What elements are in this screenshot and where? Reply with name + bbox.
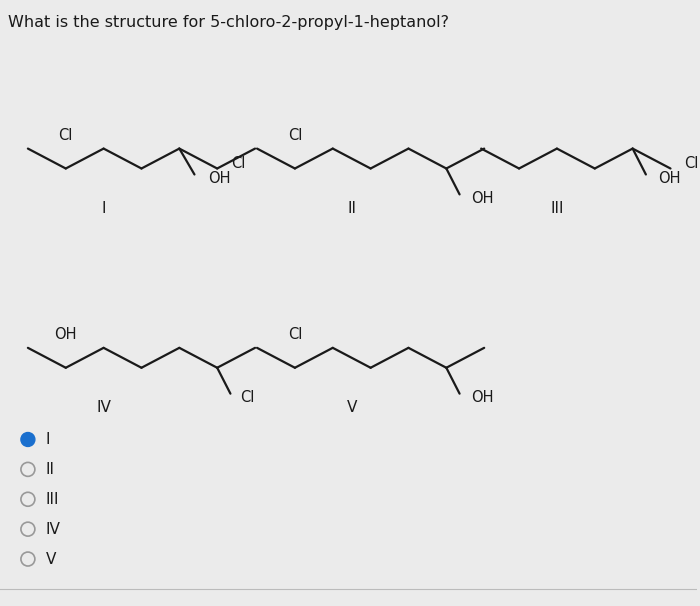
Circle shape: [21, 492, 35, 506]
Text: OH: OH: [209, 171, 231, 186]
Text: What is the structure for 5-chloro-2-propyl-1-heptanol?: What is the structure for 5-chloro-2-pro…: [8, 15, 449, 30]
Circle shape: [21, 433, 35, 447]
Text: III: III: [46, 491, 60, 507]
Text: V: V: [346, 400, 357, 415]
Circle shape: [21, 522, 35, 536]
Text: OH: OH: [55, 327, 77, 342]
Text: Cl: Cl: [59, 128, 73, 142]
Text: OH: OH: [472, 191, 494, 206]
Text: IV: IV: [96, 400, 111, 415]
Text: Cl: Cl: [288, 327, 302, 342]
Text: Cl: Cl: [685, 156, 699, 171]
Text: III: III: [550, 201, 564, 216]
Text: IV: IV: [46, 522, 61, 537]
Text: II: II: [46, 462, 55, 477]
Text: V: V: [46, 551, 56, 567]
Text: Cl: Cl: [231, 156, 246, 171]
Text: Cl: Cl: [240, 390, 255, 405]
Text: OH: OH: [658, 171, 680, 186]
Text: I: I: [46, 432, 50, 447]
Text: Cl: Cl: [288, 128, 302, 142]
Text: OH: OH: [472, 390, 494, 405]
Text: I: I: [102, 201, 106, 216]
Text: II: II: [347, 201, 356, 216]
Circle shape: [21, 552, 35, 566]
Circle shape: [21, 462, 35, 476]
